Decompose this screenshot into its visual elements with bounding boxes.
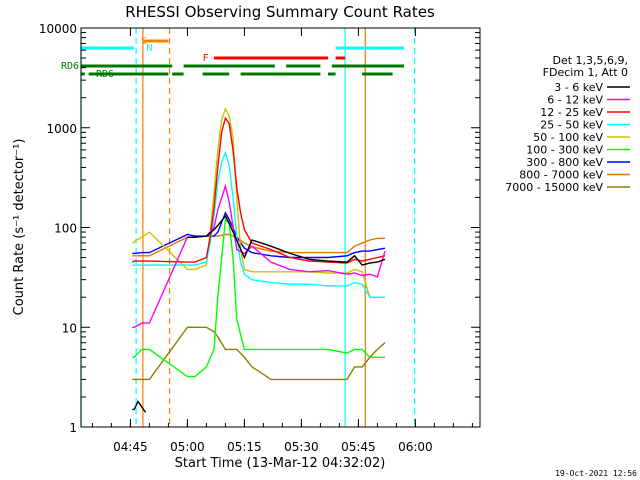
x-tick-label: 05:45 — [341, 440, 376, 454]
state-bar-label: S — [141, 36, 147, 47]
legend-entry-label: 100 - 300 keV — [526, 144, 603, 157]
x-tick-label: 06:00 — [398, 440, 433, 454]
series-line — [132, 326, 386, 381]
legend-header: FDecim 1, Att 0 — [543, 66, 628, 79]
legend-entry-label: 25 - 50 keV — [540, 119, 603, 132]
y-tick-label: 10000 — [39, 22, 77, 36]
legend-entry-label: 3 - 6 keV — [554, 81, 603, 94]
x-axis: 04:45 05:00 05:15 05:30 05:45 06:00 — [91, 28, 473, 454]
series-line — [132, 218, 385, 378]
series-line — [131, 116, 386, 264]
legend-header: Det 1,3,5,6,9, — [552, 54, 628, 67]
state-bar-label: RD6 — [61, 61, 79, 72]
y-axis: 1 10 100 1000 10000 — [39, 22, 480, 435]
x-tick-label: 04:45 — [113, 440, 148, 454]
legend: Det 1,3,5,6,9,FDecim 1, Att 0 3 - 6 keV6 … — [505, 54, 630, 194]
series-lines — [131, 106, 386, 413]
legend-entry-label: 50 - 100 keV — [533, 131, 603, 144]
state-bar-label: N — [146, 43, 152, 54]
x-tick-label: 05:00 — [170, 440, 205, 454]
legend-entry-label: 800 - 7000 keV — [519, 169, 603, 182]
footer-date: 19-Oct-2021 12:56 — [555, 469, 637, 478]
series-line — [132, 150, 385, 298]
legend-entry-label: 6 - 12 keV — [547, 94, 603, 107]
y-tick-label: 100 — [54, 222, 77, 236]
y-tick-label: 1000 — [46, 122, 77, 136]
chart-title: RHESSI Observing Summary Count Rates — [125, 3, 435, 21]
y-tick-label: 10 — [62, 321, 77, 335]
series-line — [132, 183, 386, 328]
state-bars: SN F RD6 RD6 — [61, 36, 404, 80]
legend-entry-label: 7000 - 15000 keV — [505, 181, 603, 194]
x-axis-title: Start Time (13-Mar-12 04:32:02) — [175, 456, 386, 471]
y-axis-title: Count Rate (s⁻¹ detector⁻¹) — [12, 139, 27, 316]
state-bar-label: RD6 — [96, 69, 114, 80]
x-tick-label: 05:30 — [284, 440, 319, 454]
legend-entry-label: 12 - 25 keV — [540, 106, 603, 119]
x-tick-label: 05:15 — [227, 440, 262, 454]
y-tick-label: 1 — [69, 421, 77, 435]
state-bar-label: F — [203, 53, 209, 64]
series-line — [132, 214, 386, 413]
legend-entry-label: 300 - 800 keV — [526, 156, 603, 169]
